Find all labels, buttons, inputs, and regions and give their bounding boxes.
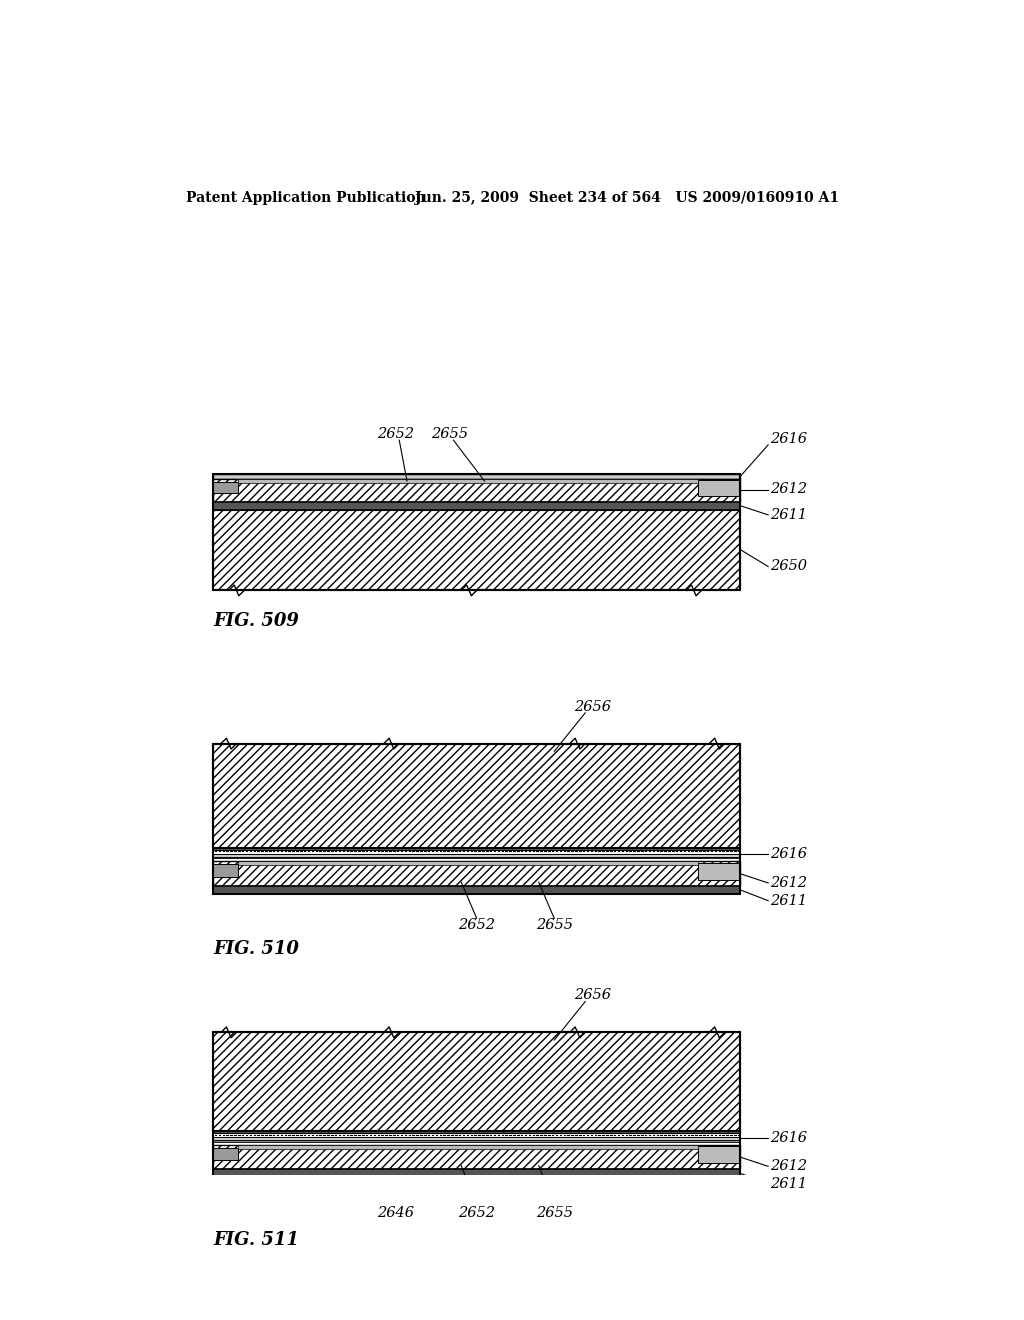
Bar: [213, 886, 740, 894]
Bar: [360, 1177, 430, 1183]
Bar: [213, 1177, 740, 1183]
Bar: [213, 474, 740, 479]
Bar: [213, 1144, 740, 1170]
Bar: [213, 502, 740, 510]
Text: FIG. 509: FIG. 509: [213, 612, 299, 630]
Text: 2656: 2656: [574, 700, 611, 714]
Bar: [213, 479, 740, 502]
Text: 2616: 2616: [770, 1131, 807, 1144]
Bar: [213, 865, 238, 876]
Bar: [213, 743, 740, 894]
Text: Jun. 25, 2009  Sheet 234 of 564   US 2009/0160910 A1: Jun. 25, 2009 Sheet 234 of 564 US 2009/0…: [415, 191, 839, 206]
Bar: [213, 857, 740, 858]
Bar: [213, 482, 238, 492]
Text: 2655: 2655: [431, 428, 468, 441]
Bar: [213, 510, 740, 590]
Bar: [213, 847, 740, 850]
Text: 2656: 2656: [574, 989, 611, 1002]
Bar: [213, 1032, 740, 1131]
Text: 2616: 2616: [770, 433, 807, 446]
Bar: [213, 1170, 740, 1177]
Text: 2655: 2655: [536, 1205, 572, 1220]
Text: 2612: 2612: [770, 876, 807, 890]
Bar: [213, 1140, 740, 1142]
Bar: [697, 480, 740, 495]
Bar: [360, 1177, 430, 1183]
Bar: [697, 863, 740, 880]
Bar: [213, 743, 740, 847]
Text: 2652: 2652: [459, 1205, 496, 1220]
Bar: [238, 479, 697, 483]
Text: 2612: 2612: [770, 482, 807, 496]
Text: 2655: 2655: [536, 917, 572, 932]
Text: 2646: 2646: [377, 1205, 414, 1220]
Bar: [213, 1137, 740, 1140]
Bar: [213, 1032, 740, 1177]
Text: FIG. 510: FIG. 510: [213, 940, 299, 958]
Text: 2616: 2616: [770, 847, 807, 862]
Bar: [697, 1146, 740, 1163]
Bar: [213, 854, 740, 857]
Text: 2652: 2652: [377, 428, 414, 441]
Bar: [213, 1148, 238, 1160]
Text: FIG. 511: FIG. 511: [213, 1232, 299, 1249]
Bar: [238, 1144, 697, 1148]
Text: Patent Application Publication: Patent Application Publication: [186, 191, 426, 206]
Bar: [213, 474, 740, 590]
Bar: [213, 862, 740, 886]
Text: 2611: 2611: [770, 894, 807, 908]
Bar: [213, 1131, 740, 1133]
Text: 2611: 2611: [770, 1177, 807, 1191]
Text: 2612: 2612: [770, 1159, 807, 1173]
Text: 2611: 2611: [770, 508, 807, 521]
Text: 2652: 2652: [459, 917, 496, 932]
Text: 2650: 2650: [770, 560, 807, 573]
Bar: [238, 862, 697, 866]
